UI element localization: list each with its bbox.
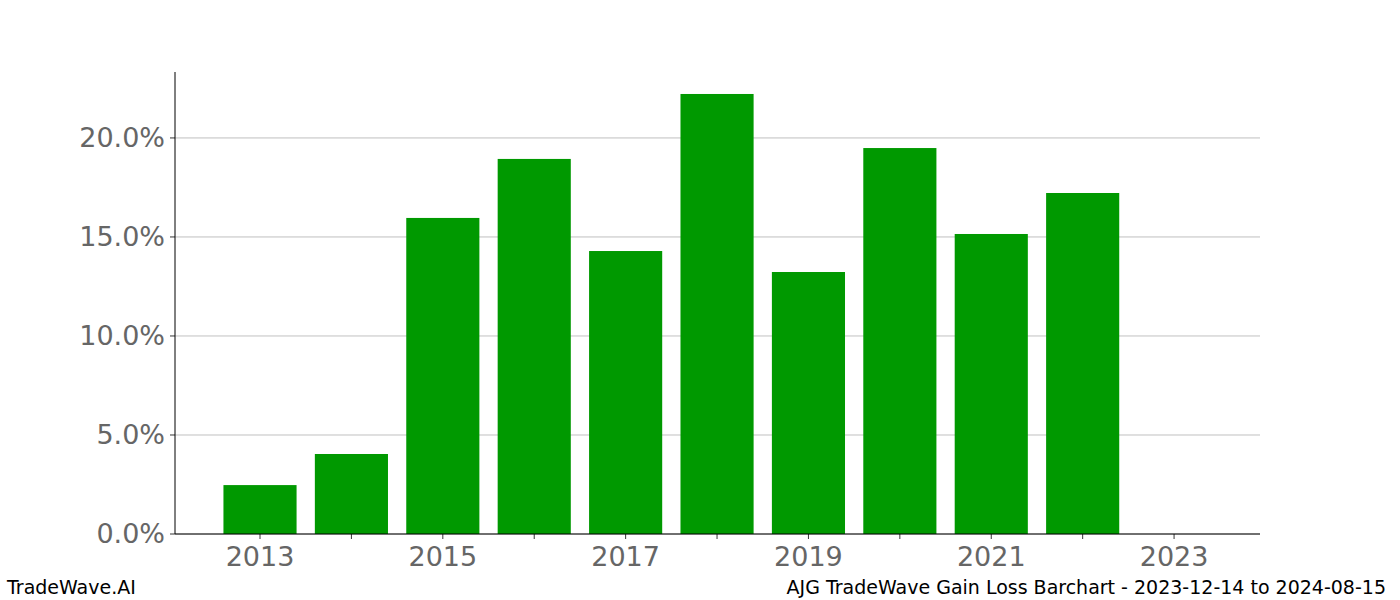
x-tick [260,534,261,539]
y-axis [175,72,176,534]
bars [223,94,1119,534]
bar [680,94,753,534]
x-tick [1174,534,1175,539]
chart: 0.0% 5.0% 10.0% 15.0% 20.0% 2013 2015 2017 2019 2… [0,0,1400,600]
x-tick [442,534,443,539]
y-tick-label: 5.0% [96,419,165,450]
bar [863,148,936,534]
footer: TradeWave.AI [6,576,136,598]
x-tick [625,534,626,539]
bar [315,454,388,534]
x-axis [175,534,1260,535]
bar [498,159,571,534]
x-tick-label: 2015 [408,541,477,572]
x-tick-label: 2017 [591,541,660,572]
y-tick [170,434,175,435]
x-tick-label: 2021 [957,541,1026,572]
bar [223,485,296,534]
x-tick [899,534,900,539]
x-tick [808,534,809,539]
x-tick [351,534,352,539]
y-tick [170,236,175,237]
x-tick [991,534,992,539]
y-tick [170,137,175,138]
y-tick-label: 0.0% [96,518,165,549]
bar [406,218,479,534]
bar [589,251,662,534]
x-tick [717,534,718,539]
x-tick [1082,534,1083,539]
y-tick [170,335,175,336]
bar [955,234,1028,534]
y-tick [170,534,175,535]
title: AJG TradeWave Gain Loss Barchart - 2023-… [787,576,1386,598]
x-tick-label: 2023 [1140,541,1209,572]
x-tick-label: 2019 [774,541,843,572]
bar [1046,193,1119,534]
x-tick-label: 2013 [226,541,295,572]
grid-line [175,534,1260,535]
bar [772,272,845,534]
x-tick [534,534,535,539]
y-tick-label: 15.0% [79,221,165,252]
y-tick-label: 10.0% [79,320,165,351]
y-tick-label: 20.0% [79,122,165,153]
